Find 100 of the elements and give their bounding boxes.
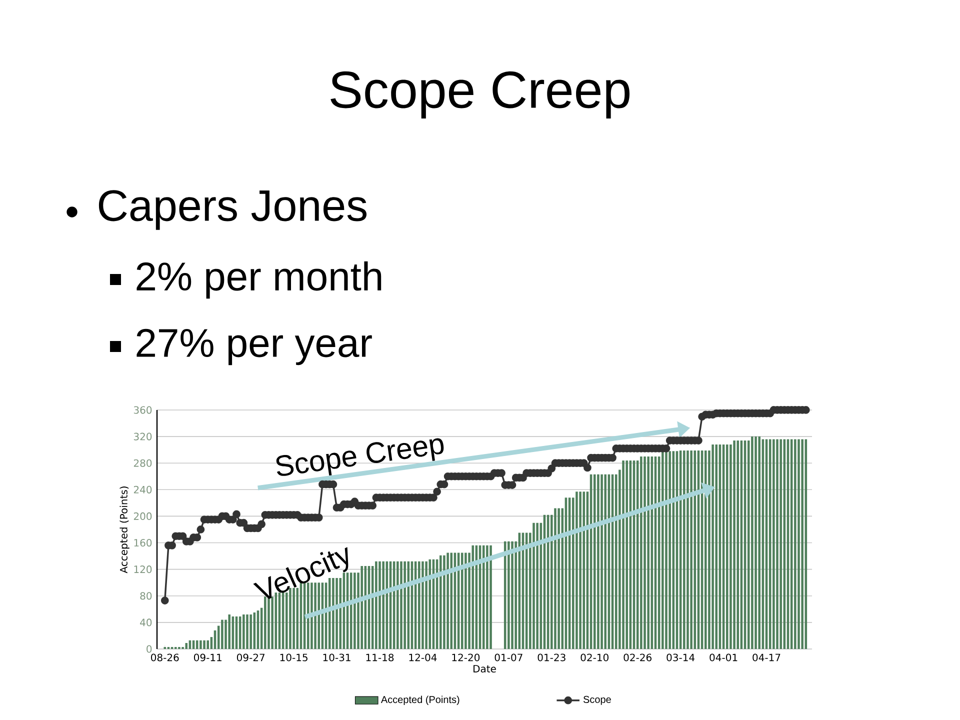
bar	[246, 614, 248, 649]
bar	[185, 643, 188, 649]
x-tick-label: 04-17	[752, 654, 780, 662]
bar	[360, 566, 363, 649]
bar	[443, 555, 446, 649]
bar	[686, 450, 689, 649]
bar	[446, 552, 449, 649]
x-tick-label: 01-23	[538, 654, 566, 662]
bar	[579, 492, 582, 649]
bar	[704, 450, 707, 649]
x-tick-label: 08-26	[151, 654, 179, 662]
x-tick-label: 11-18	[366, 654, 394, 662]
bar	[460, 552, 464, 649]
bar	[558, 508, 560, 649]
bar	[511, 541, 514, 649]
text: 27% per year	[136, 328, 372, 366]
x-tick-label: 01-07	[494, 654, 522, 662]
bar	[203, 640, 206, 649]
bar	[736, 440, 740, 649]
bar	[582, 492, 586, 649]
y-tick-label: 40	[140, 618, 152, 626]
x-axis-title: Date	[474, 665, 496, 673]
bar	[375, 561, 378, 649]
x-tick-label: 02-10	[580, 654, 608, 662]
bar	[794, 439, 796, 649]
bar	[250, 614, 252, 649]
bar	[464, 552, 467, 649]
text: 2% per month	[136, 261, 382, 299]
x-tick-label: 04-01	[710, 654, 738, 662]
y-axis-title: Accepted (Points)	[120, 486, 130, 574]
bar	[422, 561, 424, 649]
bar	[733, 440, 736, 649]
bar	[751, 436, 754, 649]
bar	[382, 561, 384, 649]
bar	[626, 460, 628, 649]
bar	[418, 561, 420, 649]
y-tick-label: 320	[134, 432, 152, 440]
x-tick-label: 09-11	[194, 654, 222, 662]
bar	[450, 552, 453, 649]
bar	[490, 545, 492, 649]
bar	[400, 561, 402, 649]
bar	[683, 450, 686, 649]
bar	[597, 474, 600, 649]
chart-title: Scope Creep	[330, 71, 630, 119]
bar	[726, 444, 728, 649]
bar	[798, 439, 800, 649]
x-tick-label: 03-14	[666, 654, 695, 662]
bar	[354, 572, 356, 649]
bar	[644, 456, 646, 649]
x-tick-label: 12-04	[409, 654, 437, 662]
bar	[690, 450, 692, 649]
annotation: Scope Creep	[276, 438, 444, 476]
bar	[396, 561, 399, 649]
x-tick-label: 10-31	[323, 654, 350, 662]
bar	[758, 436, 760, 649]
bar	[206, 640, 209, 649]
bar	[776, 439, 778, 649]
bar	[378, 561, 381, 649]
bar	[801, 439, 804, 649]
y-tick-label: 0	[146, 645, 152, 653]
bar	[593, 474, 596, 649]
bar	[647, 456, 650, 649]
y-tick-label: 280	[134, 459, 152, 467]
bar	[196, 640, 198, 649]
bar	[772, 439, 775, 649]
y-tick-label: 200	[134, 512, 152, 520]
bar	[200, 640, 202, 649]
y-tick-label: 120	[134, 566, 152, 574]
chart-subtitle: Capers Jones	[98, 190, 367, 230]
bar	[404, 561, 406, 649]
bar	[440, 555, 442, 649]
bar	[712, 444, 714, 649]
y-tick-label: 160	[134, 538, 152, 547]
bar	[730, 444, 732, 649]
bar	[221, 620, 224, 649]
bar	[536, 522, 538, 649]
x-tick-label: 10-15	[280, 654, 308, 662]
legend-label: Accepted (Points)	[380, 696, 460, 706]
bar	[472, 545, 474, 649]
y-tick-label: 360	[134, 406, 152, 414]
x-tick-label: 09-27	[236, 654, 264, 662]
bar	[554, 508, 556, 649]
bar	[600, 474, 603, 649]
x-tick-label: 02-26	[624, 654, 652, 662]
y-tick-label: 80	[140, 592, 152, 600]
bar	[780, 439, 782, 649]
bar	[425, 561, 428, 649]
y-tick-label: 240	[134, 486, 152, 494]
bar	[228, 614, 230, 649]
bar	[242, 614, 245, 649]
bar	[754, 436, 757, 649]
bar	[640, 456, 642, 649]
x-tick-label: 12-20	[452, 654, 480, 662]
bar	[532, 522, 535, 649]
bar	[486, 545, 488, 649]
bar	[508, 541, 510, 649]
bar	[604, 474, 607, 649]
bar	[622, 460, 624, 649]
legend-label: Scope	[583, 696, 611, 705]
bar	[576, 492, 578, 649]
